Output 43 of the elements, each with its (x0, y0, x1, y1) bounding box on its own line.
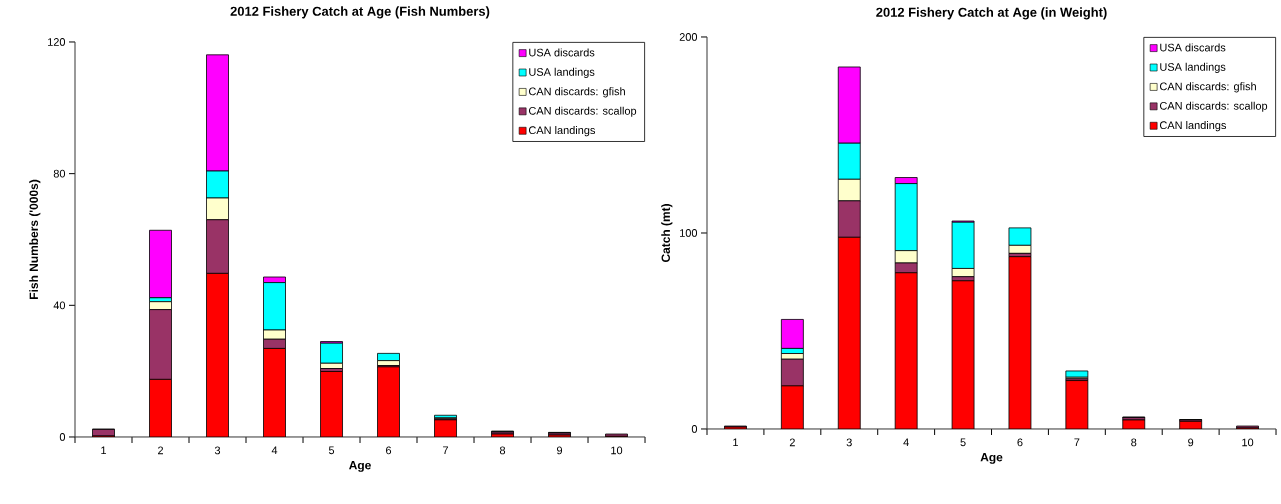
legend-label: CAN landings (528, 126, 595, 137)
x-tick-label: 2 (789, 438, 795, 447)
x-tick-label: 1 (101, 446, 107, 455)
x-tick-label: 5 (328, 446, 335, 455)
legend-label: CAN discards: gfish (1159, 82, 1256, 93)
legend-label: USA discards (529, 48, 595, 57)
x-tick-label: 8 (499, 446, 506, 455)
x-tick-label: 4 (903, 438, 909, 447)
x-tick-label: 3 (846, 438, 852, 447)
y-tick-label: 0 (691, 425, 698, 433)
x-tick-label: 7 (443, 446, 449, 455)
legend-label: USA landings (1160, 62, 1226, 73)
legend-label: USA discards (1160, 43, 1226, 52)
chart-title: 2012 Fishery Catch at Age (Fish Numbers) (230, 6, 490, 19)
x-tick-label: 7 (1074, 438, 1080, 447)
legend-label: CAN discards: scallop (1159, 101, 1268, 112)
y-tick-label: 100 (680, 229, 698, 237)
x-tick-label: 6 (1017, 438, 1023, 447)
x-axis-title: Age (349, 461, 371, 472)
x-tick-label: 2 (158, 446, 164, 455)
x-tick-label: 5 (960, 438, 966, 447)
x-tick-label: 8 (1131, 438, 1137, 447)
y-tick-label: 80 (53, 169, 66, 178)
y-tick-label: 40 (53, 301, 66, 310)
y-tick-label: 0 (59, 433, 66, 441)
x-tick-label: 9 (1188, 438, 1194, 447)
x-tick-label: 3 (214, 446, 221, 455)
chart-title: 2012 Fishery Catch at Age (in Weight) (876, 7, 1107, 20)
y-tick-label: 200 (679, 33, 698, 41)
x-tick-label: 10 (1242, 438, 1254, 447)
x-tick-label: 10 (611, 446, 623, 455)
legend-label: USA landings (529, 67, 595, 78)
x-tick-label: 4 (271, 446, 278, 455)
legend-label: CAN discards: scallop (528, 106, 637, 117)
x-tick-label: 9 (556, 446, 563, 455)
legend-label: CAN discards: gfish (528, 87, 625, 98)
y-tick-label: 120 (48, 38, 66, 46)
y-axis-title: Catch (mt) (661, 204, 673, 263)
legend-label: CAN landings (1159, 121, 1226, 132)
x-tick-label: 1 (733, 438, 738, 447)
x-axis-title: Age (980, 453, 1003, 464)
x-tick-label: 6 (386, 446, 392, 455)
y-axis-title: Fish Numbers ('000s) (29, 179, 41, 299)
